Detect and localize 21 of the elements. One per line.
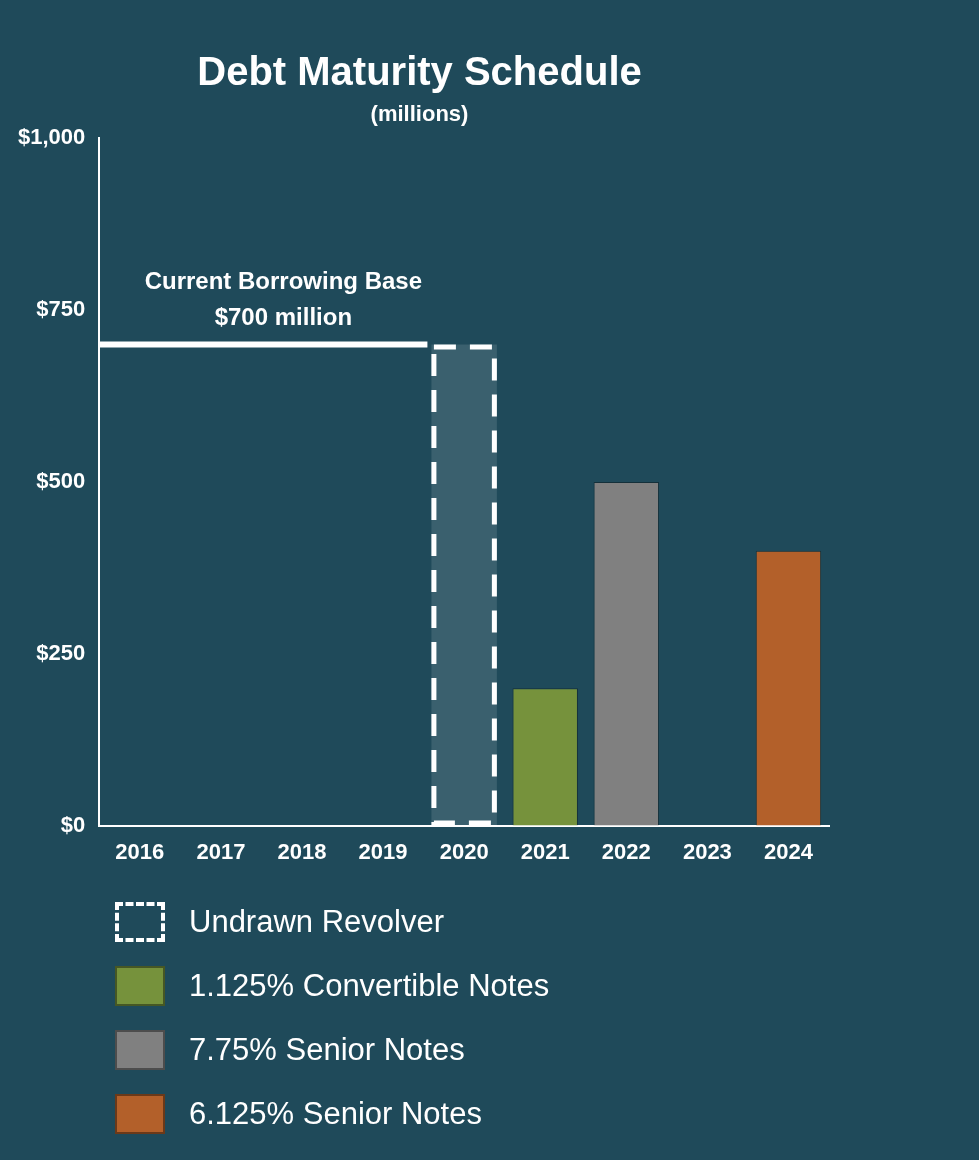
x-tick-label: 2024 xyxy=(763,838,814,864)
x-tick-label: 2016 xyxy=(115,838,165,864)
x-tick-label: 2020 xyxy=(439,838,489,864)
y-tick-label: $250 xyxy=(36,639,86,665)
ref-line-label: Current Borrowing Base $700 million xyxy=(144,266,423,330)
x-tick-label: 2017 xyxy=(196,838,246,864)
legend-label: Undrawn Revolver xyxy=(189,904,444,940)
y-tick-label: $750 xyxy=(36,296,86,322)
x-tick-label: 2022 xyxy=(601,838,651,864)
legend-label: 6.125% Senior Notes xyxy=(189,1096,482,1132)
y-tick-label: $500 xyxy=(36,468,86,494)
y-tick-label: $0 xyxy=(60,811,86,837)
chart-title: Debt Maturity Schedule xyxy=(197,49,642,94)
legend-label: 7.75% Senior Notes xyxy=(189,1032,465,1068)
y-tick-label: $1,000 xyxy=(17,124,86,150)
x-tick-label: 2023 xyxy=(682,838,732,864)
x-tick-label: 2018 xyxy=(277,838,327,864)
legend-label: 1.125% Convertible Notes xyxy=(189,968,550,1004)
chart-subtitle: (millions) xyxy=(370,101,469,127)
x-tick-label: 2021 xyxy=(520,838,570,864)
x-tick-label: 2019 xyxy=(358,838,408,864)
